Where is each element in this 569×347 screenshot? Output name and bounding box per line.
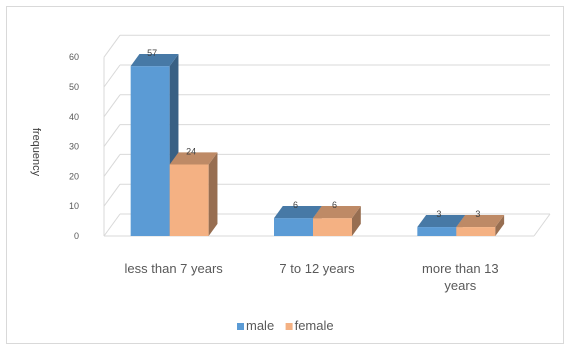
gridline-side — [103, 213, 121, 237]
data-label-female: 6 — [332, 200, 337, 210]
bar-front — [417, 227, 457, 236]
bar-side — [352, 206, 361, 236]
y-tick-label: 50 — [69, 82, 79, 92]
y-tick-label: 60 — [69, 52, 79, 62]
x-category-label: 7 to 12 years — [279, 261, 355, 276]
legend-item-male: male — [237, 318, 274, 333]
bar-chart: 0 10 20 30 40 50 60 frequency 57 24 less than 7 ye… — [30, 34, 551, 333]
bar-side — [495, 214, 505, 236]
x-category-label: more than 13 years — [422, 261, 499, 293]
y-tick-label: 0 — [74, 231, 79, 241]
bar-top — [313, 206, 361, 219]
gridline-side — [103, 94, 121, 118]
bar-female-2 — [313, 206, 361, 236]
bar-front — [313, 218, 352, 236]
legend-label: male — [246, 318, 274, 333]
y-tick-label: 10 — [69, 201, 79, 211]
bar-side — [208, 152, 218, 236]
bars — [130, 54, 505, 236]
gridline-side — [103, 154, 121, 177]
bar-front — [169, 164, 209, 236]
labels: 0 10 20 30 40 50 60 frequency 57 24 less than 7 ye… — [30, 48, 499, 293]
legend-label: female — [295, 318, 334, 333]
legend-swatch — [237, 323, 244, 330]
gridline-side — [103, 64, 121, 88]
floor-right-edge — [533, 213, 551, 237]
y-tick-label: 40 — [69, 112, 79, 122]
y-axis-title: frequency — [30, 128, 42, 177]
bar-top — [130, 54, 179, 67]
bar-female-3 — [456, 214, 505, 236]
y-tick-label: 30 — [69, 142, 79, 152]
bar-female-1 — [169, 152, 218, 236]
bar-top — [274, 206, 322, 219]
bar-front — [130, 66, 170, 236]
bar-front — [456, 227, 496, 236]
bar-top — [169, 152, 218, 165]
bar-front — [274, 218, 313, 236]
bar-top — [417, 214, 466, 228]
legend: male female — [237, 318, 334, 333]
data-label-female: 24 — [186, 146, 196, 156]
legend-item-female: female — [285, 318, 334, 333]
gridline-side — [103, 34, 121, 58]
gridline-side — [103, 124, 121, 147]
legend-swatch — [285, 323, 293, 330]
data-label-male: 6 — [293, 200, 298, 210]
data-label-male: 57 — [147, 48, 157, 58]
x-category-label: less than 7 years — [125, 261, 224, 276]
bar-top — [456, 214, 505, 228]
y-tick-label: 20 — [69, 171, 79, 181]
gridline-side — [103, 183, 121, 207]
data-label-female: 3 — [475, 209, 480, 219]
chart-frame: 0 10 20 30 40 50 60 frequency 57 24 less than 7 ye… — [6, 6, 564, 344]
data-label-male: 3 — [436, 209, 441, 219]
